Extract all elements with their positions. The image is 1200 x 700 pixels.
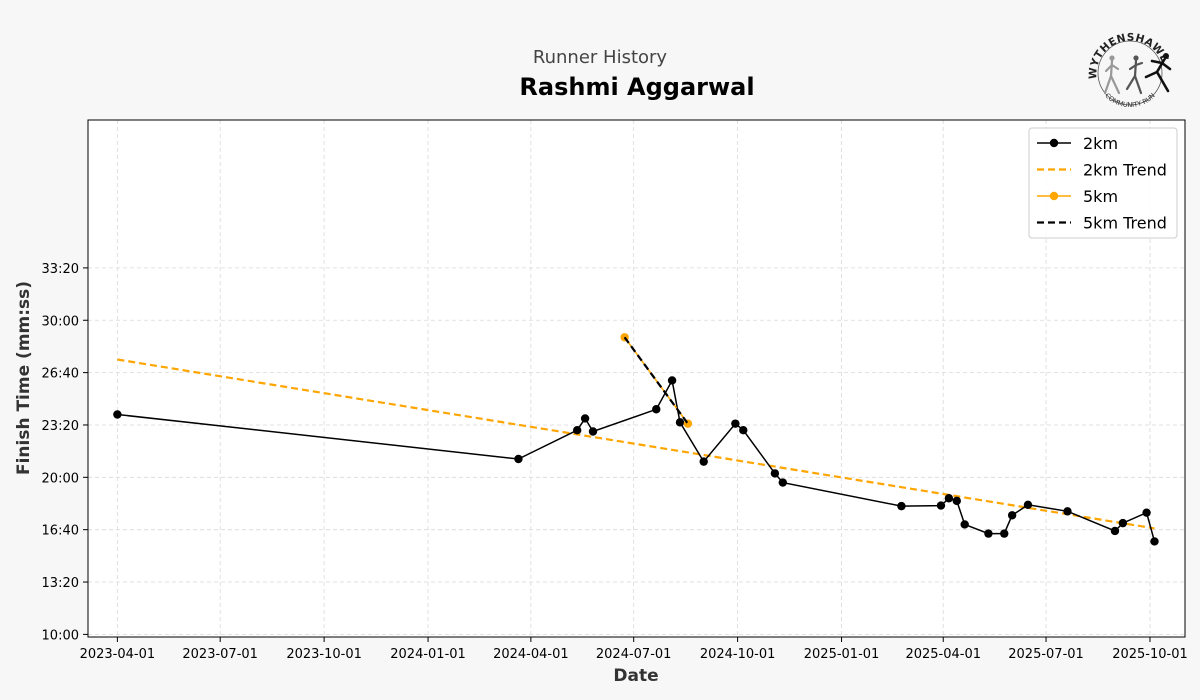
legend-label: 5km: [1083, 187, 1118, 206]
legend-item: 5km: [1037, 187, 1118, 206]
x-tick-label: 2025-01-01: [804, 647, 880, 662]
legend-marker: [1049, 138, 1059, 148]
x-tick-label: 2025-07-01: [1008, 647, 1084, 662]
y-tick-label: 13:20: [42, 576, 79, 591]
data-point: [1007, 511, 1017, 520]
legend: 2km 2km Trend 5km 5km Trend: [1028, 127, 1178, 239]
legend-box: [1028, 127, 1178, 239]
data-point: [731, 419, 740, 428]
data-point: [778, 478, 788, 487]
data-point: [952, 496, 961, 506]
data-point: [897, 501, 906, 511]
trend-line: [117, 358, 1155, 530]
data-point: [1150, 537, 1159, 546]
x-tick-label: 2024-07-01: [596, 647, 672, 662]
y-tick-label: 20:00: [42, 471, 79, 486]
plot-frame: [87, 119, 1186, 638]
trend-line: [623, 336, 689, 425]
x-tick-label: 2024-01-01: [390, 647, 466, 662]
data-point: [936, 501, 946, 510]
x-tick-label: 2023-04-01: [80, 647, 156, 662]
x-tick-label: 2023-07-01: [182, 647, 258, 662]
legend-label: 2km: [1083, 134, 1118, 153]
y-tick-label: 26:40: [42, 367, 79, 382]
chart-title: Rashmi Aggarwal: [519, 73, 754, 101]
x-tick-label: 2024-10-01: [700, 647, 776, 662]
y-tick-label: 16:40: [42, 524, 79, 539]
data-point: [572, 426, 582, 435]
y-tick-label: 10:00: [42, 628, 79, 643]
data-point: [770, 469, 780, 478]
data-point: [580, 414, 590, 423]
series-5km-trend: [623, 336, 689, 425]
y-tick-label: 30:00: [42, 314, 79, 329]
legend-marker: [1049, 191, 1059, 201]
data-point: [1063, 507, 1072, 516]
x-tick-label: 2025-10-01: [1112, 647, 1188, 662]
data-point: [699, 457, 708, 466]
runner-figure-2-icon: [1125, 55, 1144, 95]
plot-area: [88, 120, 1185, 637]
series-layer: [113, 333, 1159, 546]
runner-figure-1-icon: [1103, 55, 1121, 95]
x-axis-label: Date: [613, 666, 658, 686]
data-point: [113, 410, 122, 419]
data-point: [1023, 500, 1033, 510]
y-axis-label: Finish Time (mm:ss): [14, 281, 34, 475]
y-tick-label: 23:20: [42, 419, 79, 434]
legend-item: 2km Trend: [1037, 161, 1167, 180]
data-point: [588, 427, 598, 436]
x-tick-label: 2025-04-01: [905, 647, 981, 662]
data-point: [739, 426, 748, 435]
data-point: [675, 418, 685, 427]
data-point: [514, 454, 523, 464]
chart-subtitle: Runner History: [533, 47, 668, 68]
legend-label: 2km Trend: [1083, 161, 1167, 180]
legend-item: 5km Trend: [1037, 214, 1167, 233]
data-point: [1000, 529, 1009, 538]
grid-lines: [88, 120, 1185, 637]
data-point: [1118, 518, 1128, 528]
data-point: [652, 405, 661, 414]
axis-ticks: 2023-04-01 2023-07-01 2023-10-01 2024-01-01…: [42, 262, 1188, 662]
data-point: [1142, 508, 1151, 517]
series-2km-trend: [117, 358, 1155, 530]
legend-item: 2km: [1037, 134, 1118, 153]
data-point: [944, 494, 954, 503]
x-tick-label: 2024-04-01: [493, 647, 569, 662]
y-tick-label: 33:20: [42, 262, 79, 277]
data-point: [984, 529, 993, 538]
runner-figure-3-icon: [1144, 53, 1172, 93]
data-point: [667, 376, 677, 385]
data-point: [960, 520, 969, 529]
legend-label: 5km Trend: [1083, 214, 1167, 233]
x-tick-label: 2023-10-01: [286, 647, 362, 662]
series-2km: [113, 376, 1159, 546]
data-point: [1110, 526, 1120, 536]
